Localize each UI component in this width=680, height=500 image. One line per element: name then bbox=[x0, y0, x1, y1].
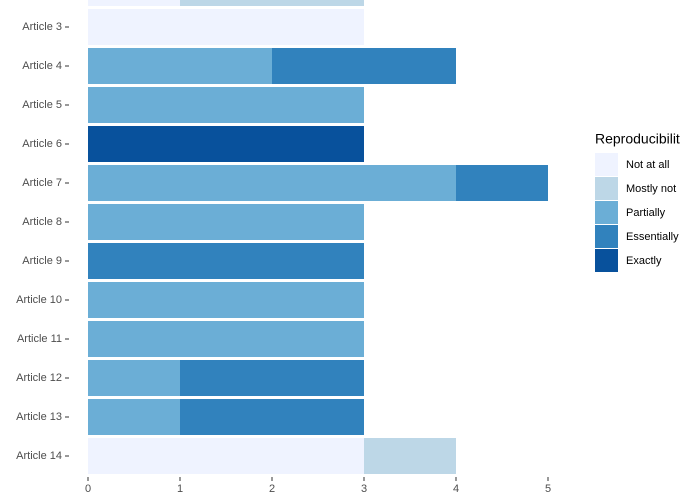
bar-segment bbox=[88, 126, 364, 162]
bar-segment bbox=[180, 0, 364, 6]
bar-segment bbox=[364, 438, 456, 474]
bar-segment bbox=[88, 165, 456, 201]
y-tick-label: Article 6 bbox=[22, 138, 62, 150]
x-tick-label: 2 bbox=[269, 483, 275, 495]
legend-label: Essentially bbox=[626, 231, 679, 243]
bar-segment bbox=[180, 399, 364, 435]
bar-segment bbox=[88, 243, 364, 279]
legend-key bbox=[595, 249, 618, 272]
bar-segment bbox=[88, 9, 364, 45]
y-tick-label: Article 3 bbox=[22, 21, 62, 33]
y-tick-label: Article 5 bbox=[22, 99, 62, 111]
legend-label: Mostly not bbox=[626, 183, 676, 195]
legend-title: Reproducibility bbox=[595, 131, 680, 147]
y-tick-label: Article 12 bbox=[16, 372, 62, 384]
bar-segment bbox=[88, 282, 364, 318]
bar-segment bbox=[88, 204, 364, 240]
x-tick-label: 1 bbox=[177, 483, 183, 495]
bar-segment bbox=[88, 0, 180, 6]
legend-key bbox=[595, 177, 618, 200]
y-tick-label: Article 9 bbox=[22, 255, 62, 267]
bar-segment bbox=[272, 48, 456, 84]
y-tick-label: Article 13 bbox=[16, 411, 62, 423]
legend-key bbox=[595, 153, 618, 176]
x-tick-label: 0 bbox=[85, 483, 91, 495]
bar-segment bbox=[88, 48, 272, 84]
legend-label: Exactly bbox=[626, 255, 662, 267]
legend-key bbox=[595, 225, 618, 248]
bar-segment bbox=[88, 438, 364, 474]
y-tick-label: Article 11 bbox=[17, 333, 62, 345]
y-tick-label: Article 8 bbox=[22, 216, 62, 228]
y-tick-label: Article 10 bbox=[16, 294, 62, 306]
bar-segment bbox=[88, 399, 180, 435]
bar-segment bbox=[88, 360, 180, 396]
y-tick-label: Article 7 bbox=[22, 177, 62, 189]
x-tick-label: 3 bbox=[361, 483, 367, 495]
legend-key bbox=[595, 201, 618, 224]
x-tick-label: 4 bbox=[453, 483, 459, 495]
bar-segment bbox=[180, 360, 364, 396]
x-tick-label: 5 bbox=[545, 483, 551, 495]
bar-segment bbox=[456, 165, 548, 201]
legend-label: Not at all bbox=[626, 159, 669, 171]
bar-segment bbox=[88, 321, 364, 357]
y-tick-label: Article 14 bbox=[16, 450, 62, 462]
bar-segment bbox=[88, 87, 364, 123]
legend-label: Partially bbox=[626, 207, 666, 219]
y-tick-label: Article 4 bbox=[22, 60, 62, 72]
